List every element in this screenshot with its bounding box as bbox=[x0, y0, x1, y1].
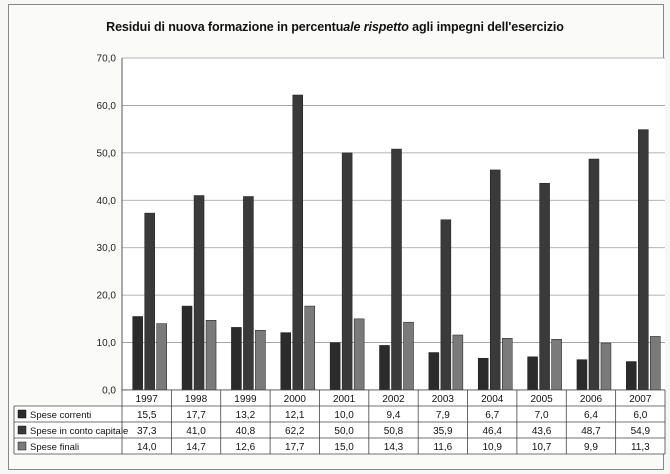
bar-spese-finali bbox=[551, 339, 562, 391]
bar-spese-in-conto-capitale bbox=[539, 182, 550, 391]
bar-spese-correnti bbox=[527, 356, 538, 391]
table-legend-area bbox=[14, 406, 122, 454]
bar-spese-finali bbox=[600, 342, 612, 391]
bar-spese-correnti bbox=[280, 332, 292, 391]
y-tick-label: 70,0 bbox=[97, 54, 117, 65]
bar-spese-finali bbox=[403, 321, 414, 391]
bar-spese-in-conto-capitale bbox=[341, 152, 353, 391]
legend-label: Spese correnti bbox=[30, 410, 91, 421]
legend-label: Spese in conto capitale bbox=[30, 426, 128, 437]
chart-title: Residui di nuova formazione in percentua… bbox=[0, 20, 670, 34]
data-table-value: 11,6 bbox=[433, 442, 452, 453]
y-tick-label: 0,0 bbox=[102, 386, 116, 397]
data-table-value: 14,3 bbox=[384, 442, 404, 453]
data-table-value: 50,0 bbox=[334, 426, 354, 437]
data-table-value: 41,0 bbox=[186, 426, 206, 437]
y-tick-label: 30,0 bbox=[97, 243, 117, 254]
bar-spese-finali bbox=[156, 323, 167, 391]
data-table-value: 9,4 bbox=[387, 410, 401, 421]
data-table-value: 14,7 bbox=[186, 442, 206, 453]
x-category-label: 1997 bbox=[136, 394, 159, 405]
data-table-value: 17,7 bbox=[186, 410, 206, 421]
bar-spese-in-conto-capitale bbox=[391, 148, 402, 391]
data-table-value: 10,7 bbox=[532, 442, 552, 453]
bar-spese-correnti bbox=[132, 316, 143, 391]
bar-spese-in-conto-capitale bbox=[292, 94, 304, 391]
bar-spese-in-conto-capitale bbox=[638, 129, 649, 391]
data-table-value: 7,9 bbox=[436, 410, 450, 421]
x-category-label: 2000 bbox=[284, 394, 307, 405]
data-table-value: 9,9 bbox=[584, 442, 598, 453]
data-table-value: 15,0 bbox=[334, 442, 354, 453]
data-table-value: 15,5 bbox=[137, 410, 157, 421]
legend-swatch bbox=[17, 425, 27, 435]
data-table-value: 37,3 bbox=[137, 426, 157, 437]
bar-spese-finali bbox=[255, 329, 266, 391]
x-category-label: 2005 bbox=[530, 394, 553, 405]
x-category-label: 1998 bbox=[185, 394, 208, 405]
data-table-value: 46,4 bbox=[482, 426, 502, 437]
bar-spese-correnti bbox=[477, 357, 489, 391]
bar-spese-finali bbox=[650, 336, 661, 391]
bar-spese-finali bbox=[304, 305, 316, 391]
bar-spese-in-conto-capitale bbox=[193, 195, 205, 391]
x-category-label: 2001 bbox=[333, 394, 356, 405]
data-table-value: 48,7 bbox=[581, 426, 601, 437]
data-table-value: 62,2 bbox=[285, 426, 305, 437]
data-table-value: 40,8 bbox=[236, 426, 256, 437]
data-table-value: 54,9 bbox=[631, 426, 651, 437]
y-tick-label: 50,0 bbox=[97, 148, 117, 159]
bar-spese-finali bbox=[501, 338, 513, 391]
x-category-label: 2002 bbox=[382, 394, 405, 405]
bar-spese-in-conto-capitale bbox=[440, 219, 452, 391]
data-table-value: 13,2 bbox=[236, 410, 256, 421]
bar-spese-finali bbox=[452, 334, 464, 391]
bar-spese-correnti bbox=[626, 361, 637, 391]
data-table-value: 6,7 bbox=[485, 410, 499, 421]
bar-spese-correnti bbox=[329, 342, 341, 391]
chart-title-part-1: Residui di nuova formazione in percentu bbox=[106, 20, 344, 34]
bar-spese-in-conto-capitale bbox=[243, 196, 254, 391]
x-category-label: 2003 bbox=[432, 394, 455, 405]
data-table-value: 12,6 bbox=[236, 442, 256, 453]
data-table-value: 10,0 bbox=[334, 410, 354, 421]
y-tick-label: 10,0 bbox=[97, 338, 117, 349]
bar-spese-finali bbox=[205, 320, 217, 391]
data-table-value: 7,0 bbox=[535, 410, 549, 421]
y-tick-label: 60,0 bbox=[97, 101, 117, 112]
legend-label: Spese finali bbox=[30, 442, 79, 453]
chart-title-part-2: ale rispetto bbox=[343, 20, 409, 34]
y-tick-label: 20,0 bbox=[97, 291, 117, 302]
legend-swatch bbox=[17, 409, 27, 419]
bar-spese-correnti bbox=[379, 345, 390, 391]
data-table-value: 50,8 bbox=[384, 426, 404, 437]
bar-spese-finali bbox=[353, 318, 365, 391]
bar-spese-in-conto-capitale bbox=[588, 158, 600, 391]
bar-spese-correnti bbox=[428, 352, 440, 391]
data-table-value: 6,4 bbox=[584, 410, 598, 421]
bar-spese-correnti bbox=[231, 327, 242, 391]
data-table-value: 11,3 bbox=[631, 442, 650, 453]
bar-spese-correnti bbox=[181, 305, 193, 391]
x-category-label: 1999 bbox=[234, 394, 257, 405]
data-table-value: 12,1 bbox=[285, 410, 305, 421]
data-table-value: 43,6 bbox=[532, 426, 552, 437]
data-table-value: 35,9 bbox=[433, 426, 453, 437]
data-table-value: 17,7 bbox=[285, 442, 305, 453]
chart-title-part-3: agli impegni dell'esercizio bbox=[408, 20, 564, 34]
y-tick-label: 40,0 bbox=[97, 196, 117, 207]
bar-spese-in-conto-capitale bbox=[489, 169, 501, 391]
bar-spese-in-conto-capitale bbox=[144, 212, 155, 391]
data-table-value: 6,0 bbox=[633, 410, 647, 421]
data-table-value: 14,0 bbox=[137, 442, 157, 453]
x-category-label: 2004 bbox=[481, 394, 504, 405]
x-category-label: 2006 bbox=[580, 394, 603, 405]
legend-swatch bbox=[17, 441, 27, 451]
x-category-label: 2007 bbox=[629, 394, 652, 405]
data-table-value: 10,9 bbox=[482, 442, 502, 453]
bar-spese-correnti bbox=[576, 359, 588, 391]
